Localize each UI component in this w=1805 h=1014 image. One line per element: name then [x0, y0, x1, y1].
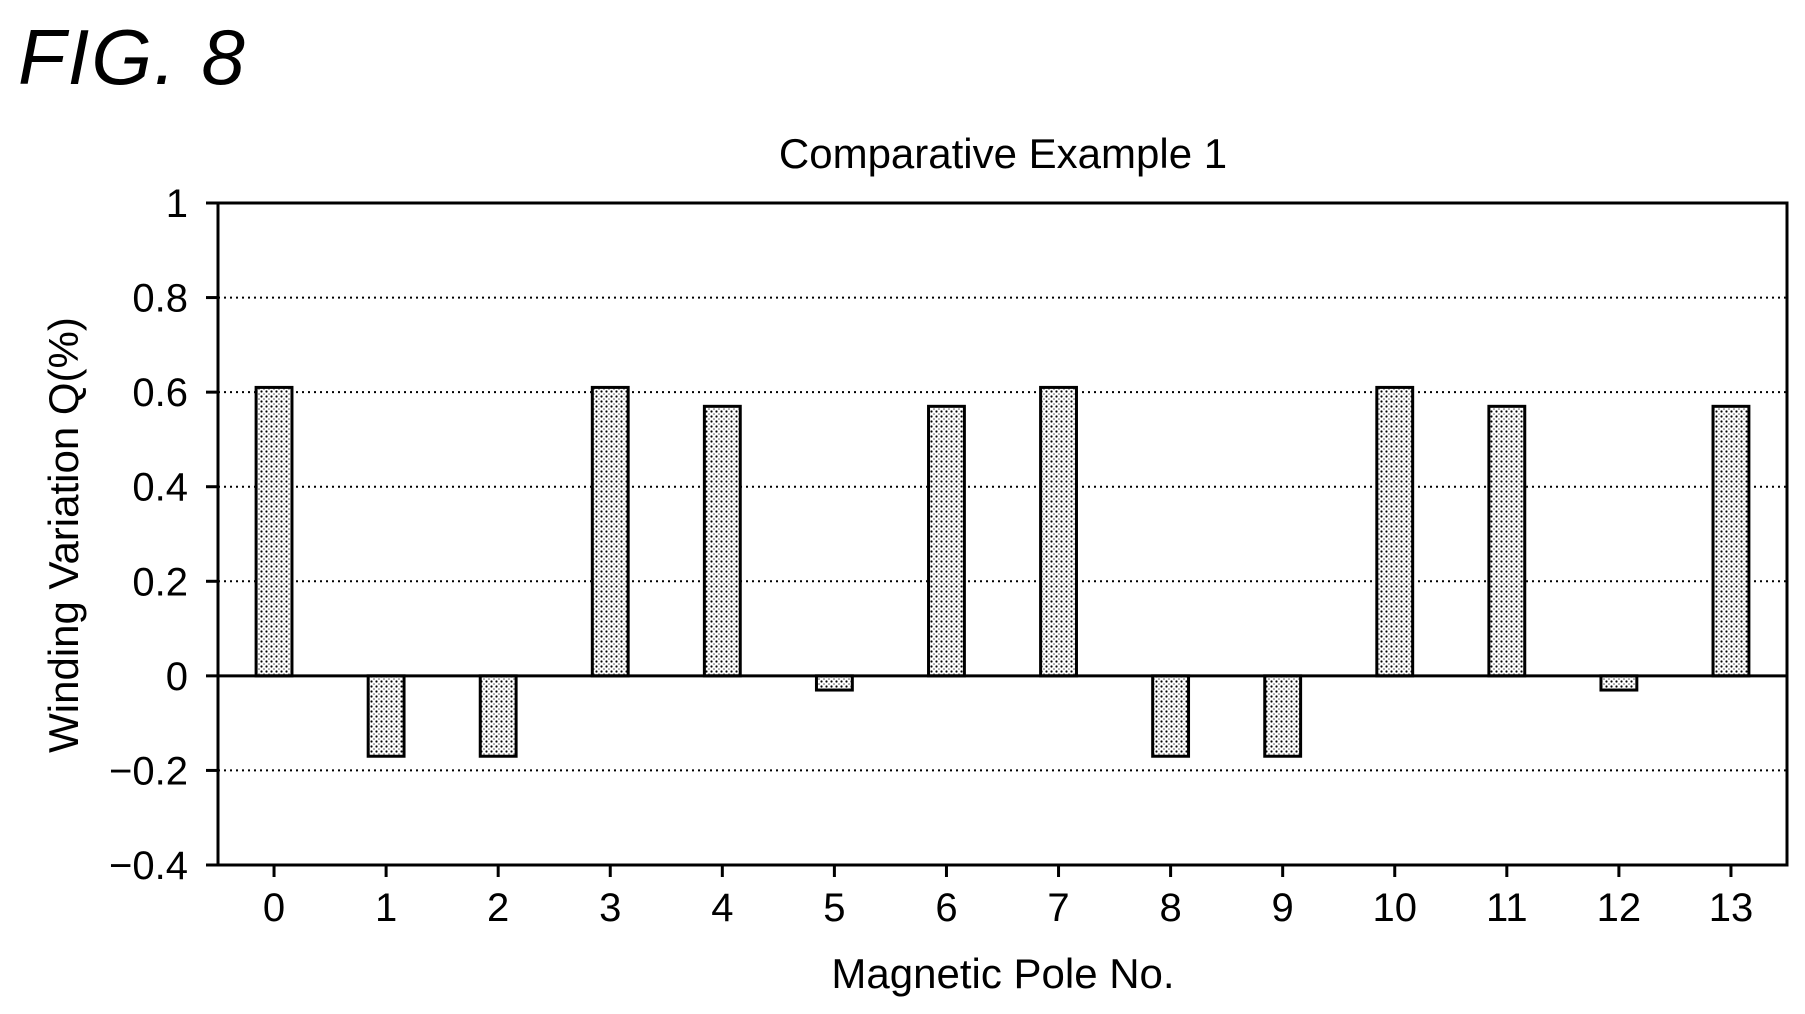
chart-title: Comparative Example 1 [779, 130, 1227, 177]
y-tick-label: 0.8 [132, 277, 188, 321]
grid-lines [218, 296, 1787, 772]
bar-pole-10 [1375, 385, 1415, 678]
bar-pole-3 [590, 385, 630, 678]
x-tick-label: 11 [1486, 886, 1528, 930]
x-tick-label: 10 [1373, 886, 1418, 930]
figure-label: FIG. 8 [18, 13, 247, 101]
bar-pole-1 [366, 674, 406, 758]
bar-pole-5 [814, 674, 854, 692]
y-tick-label: −0.2 [109, 749, 188, 793]
y-tick-label: 0 [166, 655, 188, 699]
bar-pole-4 [702, 404, 742, 678]
bar-pole-6 [927, 404, 966, 678]
y-tick-label: 0.6 [132, 371, 188, 415]
plot-area [216, 201, 1789, 867]
x-tick-label: 4 [711, 886, 733, 930]
y-tick-label: 1 [166, 182, 188, 226]
x-tick-label: 8 [1159, 886, 1181, 930]
bar-pole-13 [1711, 404, 1751, 678]
y-tick-label: 0.2 [132, 560, 188, 604]
x-tick-label: 5 [823, 886, 845, 930]
x-tick-label: 3 [599, 886, 621, 930]
bar-pole-9 [1263, 674, 1303, 758]
x-tick-label: 7 [1047, 886, 1069, 930]
x-tick-label: 12 [1597, 886, 1642, 930]
bar-pole-11 [1487, 404, 1527, 678]
x-tick-label: 0 [263, 886, 285, 930]
x-tick-label: 2 [487, 886, 509, 930]
y-axis-label: Winding Variation Q(%) [40, 317, 87, 753]
x-tick-label: 13 [1709, 886, 1754, 930]
bar-pole-0 [254, 385, 294, 678]
x-tick-label: 1 [375, 886, 397, 930]
bars [254, 385, 1751, 758]
x-axis-label: Magnetic Pole No. [831, 950, 1174, 997]
x-tick-label: 9 [1272, 886, 1294, 930]
x-axis: 0 1 2 3 4 5 6 7 8 9 10 11 12 13 [263, 865, 1753, 930]
bar-pole-12 [1599, 674, 1639, 692]
y-tick-label: 0.4 [132, 466, 188, 510]
x-tick-label: 6 [935, 886, 957, 930]
bar-pole-2 [478, 674, 518, 758]
bar-pole-8 [1151, 674, 1191, 758]
y-axis: 1 0.8 0.6 0.4 0.2 0 −0.2 −0.4 [109, 182, 218, 888]
y-tick-label: −0.4 [109, 844, 188, 888]
bar-pole-7 [1039, 385, 1078, 678]
